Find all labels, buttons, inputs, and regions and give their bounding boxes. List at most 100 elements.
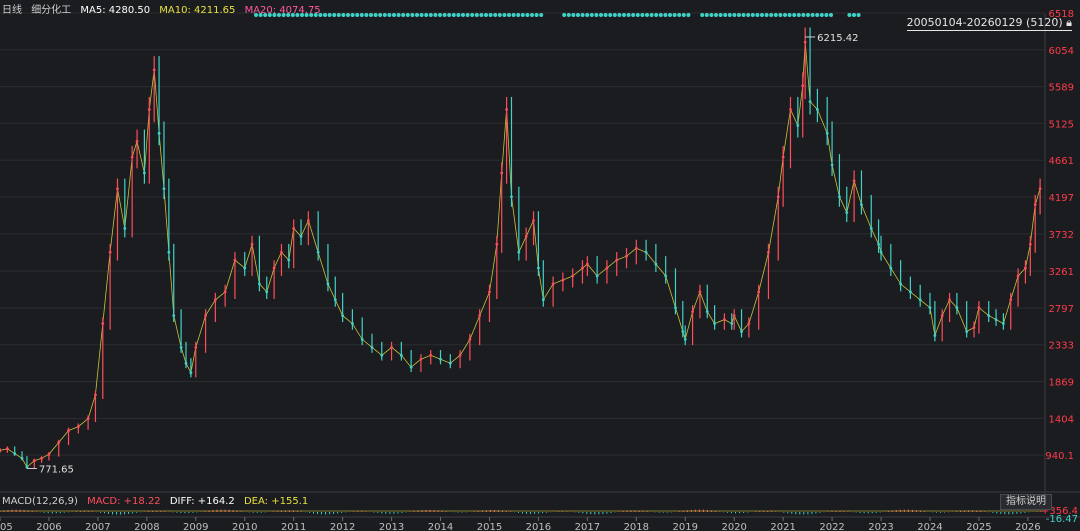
data-point — [889, 266, 893, 270]
signal-marker — [378, 13, 383, 17]
signal-marker — [852, 13, 856, 17]
data-point — [615, 258, 619, 262]
signal-marker — [493, 13, 498, 17]
data-point — [825, 131, 829, 135]
lock-icon: 🔒︎ — [1062, 16, 1072, 29]
y-tick-label: 1404 — [1049, 414, 1074, 425]
signal-marker — [479, 13, 484, 17]
signal-marker — [626, 13, 631, 17]
y-tick-label: 3261 — [1049, 267, 1074, 278]
y-tick-label: 5125 — [1049, 119, 1074, 130]
signal-marker — [778, 13, 783, 17]
period-label: 日线 — [2, 5, 22, 16]
data-point — [116, 187, 119, 191]
signal-marker — [645, 13, 649, 17]
data-point — [1016, 274, 1020, 278]
data-point — [801, 84, 805, 88]
macd-series — [0, 509, 1045, 515]
data-point — [955, 306, 959, 310]
data-point — [57, 441, 61, 444]
data-point — [860, 203, 863, 207]
data-point — [713, 322, 717, 325]
signal-marker — [824, 13, 829, 17]
data-point — [681, 330, 685, 333]
signal-marker — [718, 13, 723, 17]
signal-marker — [332, 13, 337, 17]
signal-marker — [258, 13, 263, 17]
signal-marker — [382, 13, 387, 17]
signal-marker — [424, 13, 429, 17]
signal-marker — [737, 13, 741, 17]
data-point — [233, 258, 237, 262]
signal-marker — [658, 13, 663, 17]
data-point — [994, 318, 998, 321]
data-point — [351, 322, 354, 325]
signal-marker — [419, 13, 424, 17]
data-point — [94, 393, 97, 397]
x-tick-label: 2023 — [868, 522, 893, 531]
data-point — [551, 282, 555, 286]
x-tick-label: 2017 — [575, 522, 600, 531]
data-point — [757, 290, 761, 294]
y-tick-label: 2333 — [1049, 341, 1074, 352]
x-tick-label: 2008 — [134, 522, 159, 531]
signal-marker — [451, 13, 456, 17]
signal-marker — [327, 13, 332, 17]
data-point — [258, 282, 261, 286]
data-point — [399, 353, 403, 357]
data-point — [1033, 203, 1037, 207]
x-tick-label: 2010 — [232, 522, 257, 531]
data-point — [987, 314, 991, 318]
indicator-help-button[interactable]: 指标说明 — [1000, 494, 1052, 510]
data-point — [634, 246, 638, 250]
data-point — [130, 155, 134, 159]
signal-marker — [631, 13, 636, 17]
data-point — [101, 322, 105, 325]
data-point — [223, 290, 227, 294]
signal-marker — [318, 13, 323, 17]
signal-marker — [355, 13, 360, 17]
signal-marker — [612, 13, 617, 17]
signal-marker — [484, 13, 488, 17]
signal-marker — [346, 13, 350, 17]
data-point — [816, 108, 819, 111]
data-point — [644, 250, 648, 254]
data-point — [691, 310, 694, 314]
signal-marker — [396, 13, 401, 17]
y-tick-label: 940.1 — [1045, 451, 1074, 462]
signal-marker — [810, 13, 815, 17]
signal-marker — [783, 13, 787, 17]
data-point — [581, 266, 584, 270]
signal-marker — [764, 13, 769, 17]
data-point — [5, 447, 9, 451]
signal-marker — [511, 13, 516, 17]
data-point — [1028, 242, 1032, 246]
data-point — [478, 314, 482, 318]
x-tick-label: 2026 — [1015, 522, 1040, 531]
data-point — [845, 211, 849, 214]
signal-marker — [254, 13, 258, 17]
data-point — [390, 345, 393, 349]
x-tick-label: 2020 — [721, 522, 746, 531]
date-range-label[interactable]: 20050104-20260129 (5120) 🔒︎ — [906, 16, 1072, 31]
data-point — [135, 139, 139, 143]
signal-marker — [364, 13, 369, 17]
data-point — [869, 227, 873, 230]
signal-marker — [654, 13, 659, 17]
signal-marker — [700, 13, 705, 17]
data-point — [605, 266, 609, 270]
data-point — [439, 357, 442, 361]
data-point — [933, 334, 937, 337]
signal-marker — [341, 13, 346, 17]
macd-axis-top: +356.4 — [1041, 506, 1078, 517]
signal-marker — [520, 13, 525, 17]
signal-marker — [732, 13, 737, 17]
data-point — [838, 195, 841, 199]
data-point — [292, 227, 296, 230]
data-point — [541, 298, 545, 302]
data-point — [977, 306, 981, 310]
data-point — [517, 250, 521, 254]
signal-marker — [433, 13, 438, 17]
signal-marker — [516, 13, 521, 17]
